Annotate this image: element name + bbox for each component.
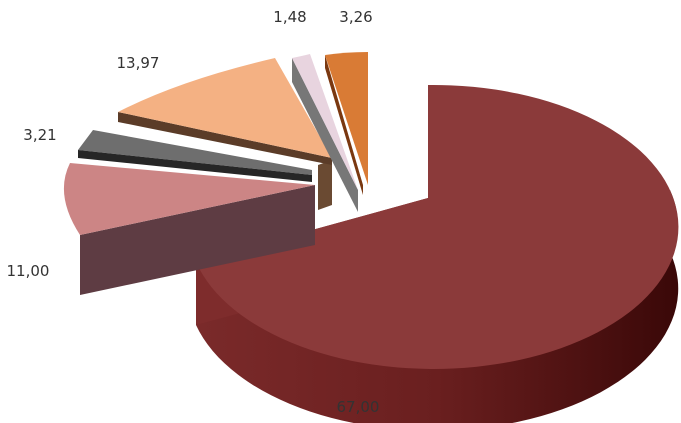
data-label-3-21: 3,21 xyxy=(23,126,56,144)
data-label-67: 67,00 xyxy=(337,398,380,416)
slice-side-1-48 xyxy=(292,58,358,212)
slice-top-13-97 xyxy=(118,58,332,158)
slice-top-3-21 xyxy=(78,130,312,175)
slice-side-3-26 xyxy=(325,55,363,195)
slice-top-11 xyxy=(63,163,316,235)
pie-slice-3-21 xyxy=(78,130,312,182)
data-label-13-97: 13,97 xyxy=(117,54,160,72)
pie-slice-13-97 xyxy=(118,58,332,210)
data-label-3-26: 3,26 xyxy=(339,8,372,26)
slice-top-13-97-bottom xyxy=(118,112,332,165)
pie-slice-67 xyxy=(196,84,679,423)
slice-top-67 xyxy=(196,84,679,369)
slice-top-3-26 xyxy=(325,52,368,185)
slice-side-13-97 xyxy=(318,160,332,210)
slice-side-67 xyxy=(196,190,679,423)
data-label-1-48: 1,48 xyxy=(273,8,306,26)
pie-slice-3-26 xyxy=(325,52,368,195)
slice-top-1-48 xyxy=(292,54,358,190)
pie-slice-1-48 xyxy=(292,54,358,212)
slice-side-11 xyxy=(80,185,315,295)
pie-slice-11 xyxy=(63,163,316,295)
slice-side-3-21 xyxy=(78,150,312,182)
data-label-11: 11,00 xyxy=(7,262,50,280)
